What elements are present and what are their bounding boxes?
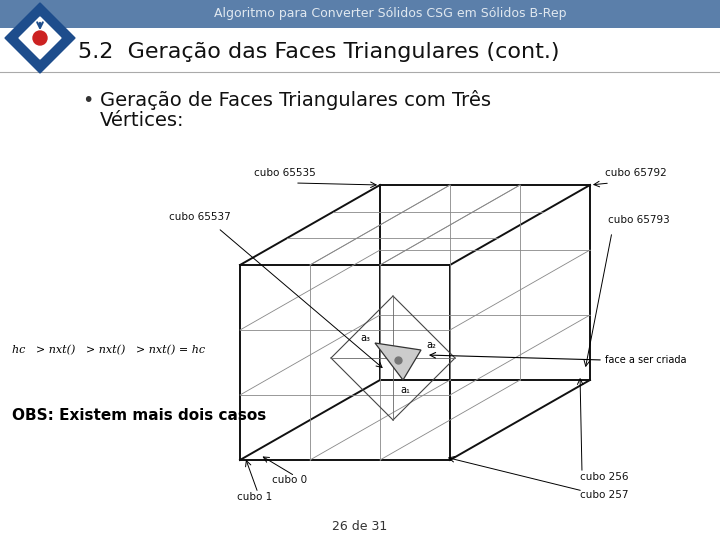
Text: 26 de 31: 26 de 31 bbox=[333, 521, 387, 534]
Text: cubo 1: cubo 1 bbox=[238, 492, 273, 502]
Text: OBS: Existem mais dois casos: OBS: Existem mais dois casos bbox=[12, 408, 266, 422]
Text: a₃: a₃ bbox=[360, 333, 370, 343]
Text: a₁: a₁ bbox=[400, 385, 410, 395]
Text: Geração de Faces Triangulares com Três: Geração de Faces Triangulares com Três bbox=[100, 90, 491, 110]
Text: a₂: a₂ bbox=[426, 340, 436, 350]
Text: cubo 65537: cubo 65537 bbox=[169, 212, 231, 222]
Text: Vértices:: Vértices: bbox=[100, 111, 184, 130]
Polygon shape bbox=[375, 343, 421, 380]
Polygon shape bbox=[19, 17, 61, 59]
Polygon shape bbox=[5, 3, 75, 73]
Circle shape bbox=[33, 31, 47, 45]
Text: cubo 65535: cubo 65535 bbox=[254, 168, 316, 178]
Text: face a ser criada: face a ser criada bbox=[605, 355, 686, 365]
Text: Algoritmo para Converter Sólidos CSG em Sólidos B-Rep: Algoritmo para Converter Sólidos CSG em … bbox=[214, 8, 566, 21]
Text: hc   > nxt()   > nxt()   > nxt() = hc: hc > nxt() > nxt() > nxt() = hc bbox=[12, 345, 205, 355]
Text: cubo 65792: cubo 65792 bbox=[605, 168, 667, 178]
Bar bbox=[0, 0, 720, 28]
Text: cubo 65793: cubo 65793 bbox=[608, 215, 670, 225]
Text: •: • bbox=[82, 91, 94, 110]
Text: cubo 0: cubo 0 bbox=[272, 475, 307, 485]
Text: cubo 257: cubo 257 bbox=[580, 490, 629, 500]
Text: cubo 256: cubo 256 bbox=[580, 472, 629, 482]
Text: 5.2  Geração das Faces Triangulares (cont.): 5.2 Geração das Faces Triangulares (cont… bbox=[78, 42, 559, 62]
